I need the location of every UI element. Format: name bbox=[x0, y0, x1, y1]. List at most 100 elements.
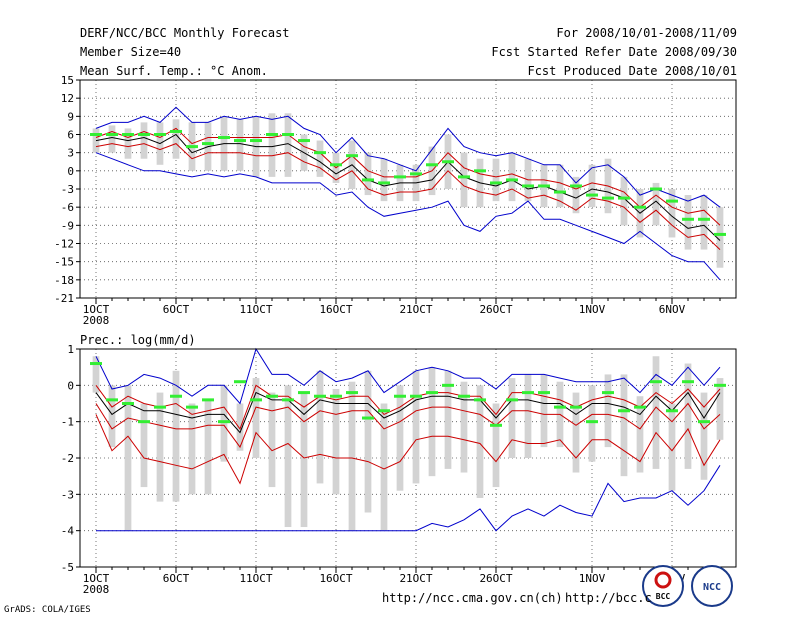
ensemble-marker bbox=[426, 163, 438, 167]
spread-bar bbox=[668, 189, 676, 238]
lower-line bbox=[95, 402, 721, 449]
upper-line bbox=[95, 384, 721, 430]
spread-bar bbox=[572, 392, 580, 473]
y-tick-label: -6 bbox=[61, 201, 74, 214]
ensemble-marker bbox=[554, 405, 566, 409]
x-tick-label: 1OCT bbox=[83, 303, 110, 316]
ensemble-marker bbox=[570, 405, 582, 409]
x-tick-label: 21OCT bbox=[399, 303, 432, 316]
ensemble-marker bbox=[202, 142, 214, 146]
spread-bar bbox=[700, 392, 708, 480]
y-tick-label: -18 bbox=[54, 274, 74, 287]
ensemble-marker bbox=[490, 423, 502, 427]
ensemble-marker bbox=[538, 391, 550, 395]
spread-bar bbox=[684, 363, 692, 469]
ensemble-marker bbox=[362, 178, 374, 182]
spread-bar bbox=[380, 158, 388, 202]
spread-bar bbox=[172, 370, 180, 502]
ensemble-marker bbox=[138, 420, 150, 424]
max-line bbox=[95, 347, 721, 405]
spread-bar bbox=[556, 164, 564, 208]
ensemble-marker bbox=[426, 391, 438, 395]
ensemble-marker bbox=[618, 409, 630, 413]
ensemble-marker bbox=[410, 172, 422, 176]
spread-bar bbox=[236, 403, 244, 451]
ensemble-marker bbox=[586, 193, 598, 197]
ensemble-marker bbox=[154, 405, 166, 409]
ensemble-marker bbox=[586, 420, 598, 424]
spread-bar bbox=[540, 374, 548, 448]
x-tick-label: 6NOV bbox=[659, 303, 686, 316]
x-tick-year: 2008 bbox=[83, 583, 110, 596]
ensemble-marker bbox=[106, 398, 118, 402]
x-tick-label: 11OCT bbox=[239, 572, 272, 585]
ensemble-marker bbox=[634, 405, 646, 409]
min-line bbox=[96, 465, 721, 532]
ensemble-marker bbox=[554, 190, 566, 194]
ensemble-marker bbox=[410, 394, 422, 398]
spread-bar bbox=[652, 182, 660, 226]
ensemble-marker bbox=[298, 139, 310, 143]
min-line bbox=[95, 152, 721, 281]
ensemble-marker bbox=[154, 133, 166, 136]
chart-title: DERF/NCC/BCC Monthly Forecast bbox=[80, 26, 290, 40]
url-bcc-link[interactable]: http://bcc.c bbox=[565, 591, 652, 605]
ensemble-marker bbox=[266, 133, 278, 136]
spread-bar bbox=[444, 370, 452, 469]
spread-bar bbox=[268, 113, 276, 177]
bcc-logo: BCC bbox=[642, 565, 684, 607]
spread-bar bbox=[316, 140, 324, 177]
spread-bar bbox=[428, 367, 436, 477]
ensemble-marker bbox=[538, 184, 550, 188]
ensemble-marker bbox=[122, 133, 134, 136]
ensemble-marker bbox=[522, 391, 534, 395]
ensemble-marker bbox=[314, 394, 326, 398]
ensemble-marker bbox=[250, 139, 262, 143]
x-tick-label: 21OCT bbox=[399, 572, 432, 585]
ensemble-marker bbox=[442, 160, 454, 164]
spread-bar bbox=[124, 385, 132, 531]
y-tick-label: -12 bbox=[54, 238, 74, 251]
ensemble-marker bbox=[330, 163, 342, 167]
ensemble-marker bbox=[138, 133, 150, 136]
x-tick-label: 26OCT bbox=[479, 303, 512, 316]
url-ncc-link[interactable]: http://ncc.cma.gov.cn(ch) bbox=[382, 591, 563, 605]
ensemble-marker bbox=[282, 398, 294, 402]
forecast-period: For 2008/10/01-2008/11/09 bbox=[556, 26, 737, 40]
ensemble-marker bbox=[458, 394, 470, 398]
ensemble-marker bbox=[298, 391, 310, 395]
spread-bar bbox=[284, 385, 292, 528]
ncc-logo: NCC bbox=[691, 565, 733, 607]
ensemble-marker bbox=[346, 391, 358, 395]
lower-line bbox=[95, 143, 721, 250]
x-tick-label: 1NOV bbox=[579, 303, 606, 316]
x-tick-label: 1NOV bbox=[579, 572, 606, 585]
spread-bar bbox=[492, 403, 500, 488]
spread-bar bbox=[524, 374, 532, 458]
spread-bar bbox=[620, 374, 628, 477]
spread-bar bbox=[108, 385, 116, 448]
ensemble-marker bbox=[682, 217, 694, 221]
y-tick-label: 3 bbox=[67, 147, 74, 160]
ensemble-marker bbox=[218, 136, 230, 140]
variable-label: Mean Surf. Temp.: °C Anom. bbox=[80, 64, 268, 78]
x-tick-label: 11OCT bbox=[239, 303, 272, 316]
y-tick-label: -4 bbox=[61, 525, 75, 538]
lower-spread-line bbox=[95, 414, 721, 485]
y-tick-label: 6 bbox=[67, 129, 74, 142]
ensemble-marker bbox=[474, 398, 486, 402]
y-tick-label: 0 bbox=[67, 379, 74, 392]
spread-bar bbox=[700, 195, 708, 250]
ensemble-marker bbox=[490, 181, 502, 185]
x-tick-label: 6OCT bbox=[163, 303, 190, 316]
ensemble-marker bbox=[170, 129, 182, 133]
y-tick-label: 12 bbox=[61, 92, 74, 105]
ensemble-marker bbox=[90, 133, 102, 136]
spread-bar bbox=[492, 158, 500, 202]
ensemble-marker bbox=[266, 394, 278, 398]
spread-bar bbox=[172, 119, 180, 159]
spread-bar bbox=[620, 176, 628, 226]
